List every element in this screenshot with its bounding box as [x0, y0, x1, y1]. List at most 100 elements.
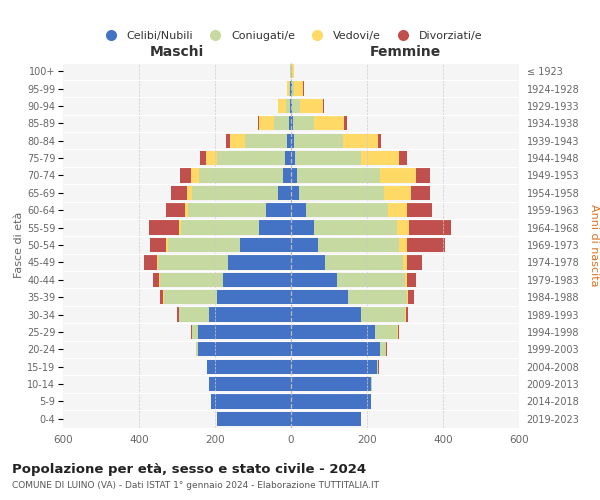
Bar — [299, 186, 384, 200]
Bar — [314, 116, 344, 130]
Bar — [314, 220, 397, 234]
Bar — [154, 272, 159, 287]
Bar — [377, 360, 379, 374]
Bar — [179, 308, 209, 322]
Bar — [217, 151, 286, 165]
Bar — [325, 256, 403, 270]
Bar — [407, 203, 431, 218]
Bar — [287, 134, 291, 148]
Bar — [286, 151, 291, 165]
Bar — [291, 394, 371, 408]
Bar — [158, 256, 229, 270]
Bar — [291, 256, 325, 270]
Bar — [176, 308, 179, 322]
Bar — [286, 99, 290, 113]
Bar — [291, 186, 299, 200]
Bar — [380, 168, 416, 182]
Bar — [291, 377, 371, 391]
Bar — [291, 203, 306, 218]
Bar — [290, 99, 291, 113]
Bar — [149, 220, 179, 234]
Bar — [289, 82, 290, 96]
Bar — [293, 82, 303, 96]
Bar — [157, 256, 158, 270]
Bar — [291, 82, 292, 96]
Bar — [291, 116, 293, 130]
Bar — [292, 82, 293, 96]
Bar — [294, 134, 343, 148]
Bar — [295, 151, 361, 165]
Bar — [205, 151, 217, 165]
Bar — [230, 134, 245, 148]
Bar — [200, 151, 205, 165]
Bar — [199, 168, 283, 182]
Y-axis label: Anni di nascita: Anni di nascita — [589, 204, 599, 286]
Bar — [291, 290, 348, 304]
Bar — [211, 394, 291, 408]
Bar — [408, 290, 414, 304]
Bar — [400, 238, 407, 252]
Bar — [217, 290, 291, 304]
Bar — [306, 203, 388, 218]
Bar — [266, 203, 291, 218]
Bar — [291, 412, 361, 426]
Bar — [348, 290, 407, 304]
Bar — [293, 116, 314, 130]
Bar — [377, 134, 382, 148]
Bar — [291, 238, 317, 252]
Bar — [259, 220, 291, 234]
Bar — [223, 272, 291, 287]
Y-axis label: Fasce di età: Fasce di età — [14, 212, 24, 278]
Bar — [290, 82, 291, 96]
Bar — [209, 308, 291, 322]
Bar — [172, 186, 187, 200]
Bar — [160, 272, 223, 287]
Bar — [206, 360, 208, 374]
Bar — [361, 151, 400, 165]
Bar — [292, 99, 300, 113]
Bar — [410, 186, 430, 200]
Bar — [179, 220, 181, 234]
Bar — [287, 82, 289, 96]
Bar — [278, 99, 286, 113]
Bar — [388, 203, 407, 218]
Bar — [416, 168, 430, 182]
Bar — [291, 272, 337, 287]
Bar — [192, 186, 278, 200]
Bar — [180, 168, 191, 182]
Bar — [403, 256, 407, 270]
Legend: Celibi/Nubili, Coniugati/e, Vedovi/e, Divorziati/e: Celibi/Nubili, Coniugati/e, Vedovi/e, Di… — [95, 26, 487, 45]
Bar — [317, 238, 400, 252]
Bar — [166, 203, 185, 218]
Bar — [409, 220, 451, 234]
Bar — [386, 342, 387, 356]
Bar — [361, 308, 405, 322]
Bar — [384, 186, 411, 200]
Bar — [191, 325, 192, 339]
Bar — [405, 308, 406, 322]
Bar — [245, 134, 287, 148]
Bar — [164, 290, 217, 304]
Bar — [143, 256, 157, 270]
Bar — [291, 325, 374, 339]
Bar — [289, 116, 291, 130]
Bar — [188, 203, 266, 218]
Bar — [343, 134, 377, 148]
Text: COMUNE DI LUINO (VA) - Dati ISTAT 1° gennaio 2024 - Elaborazione TUTTITALIA.IT: COMUNE DI LUINO (VA) - Dati ISTAT 1° gen… — [12, 481, 379, 490]
Bar — [405, 272, 407, 287]
Bar — [406, 308, 407, 322]
Text: Popolazione per età, sesso e stato civile - 2024: Popolazione per età, sesso e stato civil… — [12, 462, 366, 475]
Bar — [160, 290, 163, 304]
Bar — [274, 116, 289, 130]
Bar — [198, 342, 291, 356]
Bar — [258, 116, 259, 130]
Bar — [291, 308, 361, 322]
Bar — [407, 256, 422, 270]
Bar — [229, 256, 291, 270]
Bar — [192, 325, 198, 339]
Bar — [191, 168, 199, 182]
Bar — [196, 342, 198, 356]
Bar — [291, 360, 377, 374]
Bar — [291, 134, 294, 148]
Bar — [181, 220, 259, 234]
